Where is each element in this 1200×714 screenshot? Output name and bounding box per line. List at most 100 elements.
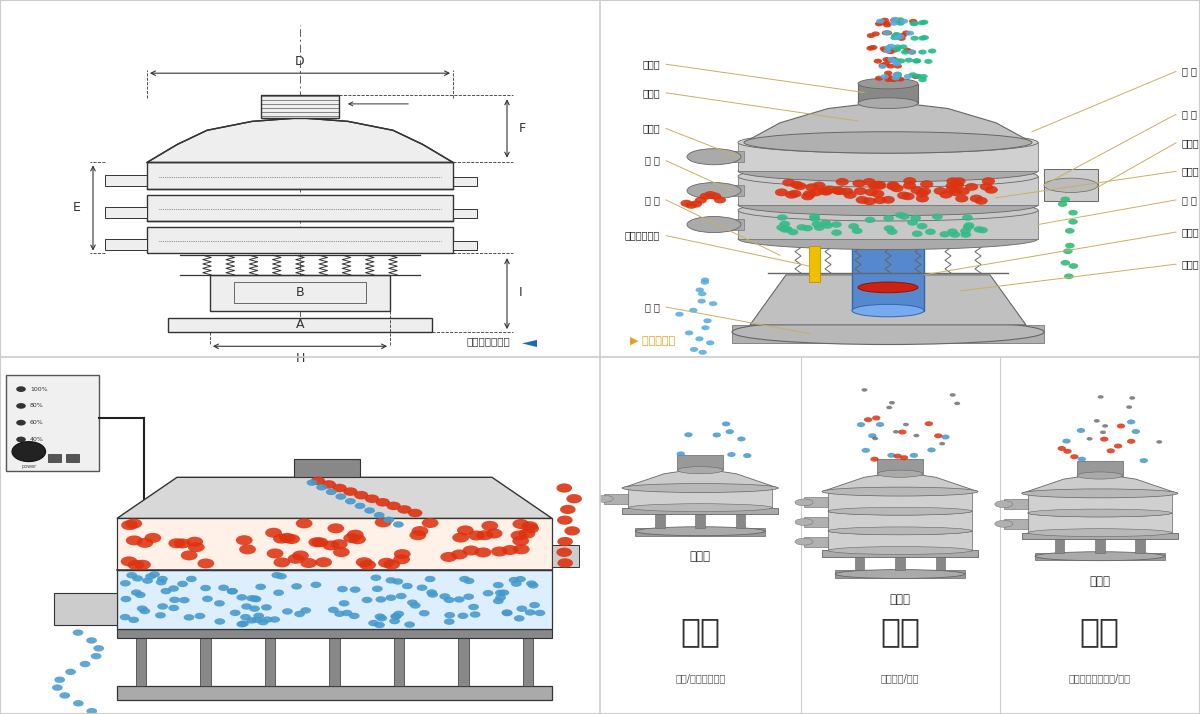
Circle shape: [54, 677, 65, 683]
Circle shape: [251, 596, 262, 603]
Circle shape: [920, 20, 929, 25]
Circle shape: [240, 614, 251, 620]
Circle shape: [468, 531, 485, 540]
Circle shape: [894, 73, 902, 78]
Circle shape: [94, 645, 104, 651]
Text: B: B: [295, 286, 305, 299]
Circle shape: [979, 183, 992, 191]
Circle shape: [913, 74, 922, 79]
Circle shape: [895, 212, 906, 218]
Circle shape: [509, 577, 520, 583]
Circle shape: [863, 197, 876, 205]
Circle shape: [486, 528, 503, 538]
Ellipse shape: [858, 78, 918, 89]
Circle shape: [374, 512, 384, 518]
Bar: [738, 210, 1038, 238]
Circle shape: [426, 589, 437, 595]
Circle shape: [394, 610, 404, 617]
Bar: [118, 518, 552, 570]
Circle shape: [528, 582, 539, 588]
Circle shape: [865, 188, 878, 196]
Circle shape: [882, 196, 895, 203]
Circle shape: [868, 182, 881, 190]
Circle shape: [59, 693, 70, 698]
Circle shape: [79, 661, 90, 667]
Circle shape: [73, 700, 84, 706]
Circle shape: [1061, 260, 1070, 266]
Circle shape: [156, 579, 167, 585]
Circle shape: [86, 637, 97, 644]
Circle shape: [700, 193, 712, 200]
Circle shape: [469, 611, 480, 618]
Bar: [858, 84, 918, 103]
Circle shape: [888, 76, 896, 81]
Circle shape: [300, 607, 311, 613]
Circle shape: [1106, 448, 1115, 453]
Circle shape: [512, 536, 529, 546]
Circle shape: [407, 600, 418, 606]
Circle shape: [898, 191, 911, 199]
Circle shape: [790, 181, 803, 188]
Circle shape: [852, 228, 863, 234]
Circle shape: [887, 49, 895, 54]
Circle shape: [168, 585, 179, 592]
Circle shape: [168, 605, 179, 611]
Circle shape: [316, 557, 332, 567]
Bar: [1078, 461, 1123, 476]
Circle shape: [887, 183, 900, 191]
Circle shape: [1157, 440, 1163, 443]
Circle shape: [887, 228, 898, 235]
Circle shape: [852, 179, 865, 187]
Circle shape: [918, 77, 926, 82]
Circle shape: [920, 35, 929, 40]
Circle shape: [883, 31, 892, 36]
Circle shape: [696, 288, 704, 293]
Circle shape: [898, 430, 906, 435]
Circle shape: [236, 621, 247, 628]
Circle shape: [1069, 263, 1079, 269]
Circle shape: [557, 483, 572, 493]
Bar: [1027, 493, 1171, 513]
Circle shape: [894, 453, 902, 458]
Circle shape: [685, 331, 694, 336]
Circle shape: [893, 35, 901, 40]
Circle shape: [872, 437, 878, 441]
Ellipse shape: [828, 527, 972, 535]
Circle shape: [919, 74, 928, 79]
Circle shape: [512, 519, 529, 529]
Bar: [118, 686, 552, 700]
Text: 100%: 100%: [30, 386, 48, 392]
Circle shape: [323, 540, 340, 550]
Circle shape: [355, 557, 372, 567]
Bar: [168, 318, 432, 332]
Circle shape: [91, 653, 102, 660]
Circle shape: [832, 229, 842, 236]
Ellipse shape: [1044, 178, 1098, 192]
Circle shape: [928, 448, 936, 453]
Bar: [714, 185, 744, 196]
Circle shape: [402, 583, 413, 589]
Circle shape: [338, 600, 349, 607]
Circle shape: [307, 480, 317, 486]
Circle shape: [1076, 428, 1085, 433]
Text: D: D: [295, 55, 305, 68]
Text: 双层式: 双层式: [1090, 575, 1110, 588]
Circle shape: [361, 597, 372, 603]
Circle shape: [354, 491, 368, 500]
Circle shape: [709, 301, 718, 306]
Circle shape: [65, 668, 76, 675]
Bar: [454, 208, 478, 218]
Polygon shape: [744, 101, 1032, 143]
Circle shape: [72, 630, 84, 635]
Circle shape: [949, 231, 960, 238]
Circle shape: [463, 593, 474, 600]
Circle shape: [184, 614, 194, 620]
Circle shape: [822, 222, 833, 228]
Circle shape: [960, 228, 971, 234]
Circle shape: [1129, 396, 1135, 400]
Circle shape: [1102, 424, 1108, 428]
Circle shape: [276, 573, 287, 580]
Circle shape: [510, 531, 527, 540]
Polygon shape: [623, 468, 779, 488]
Bar: [677, 456, 722, 470]
